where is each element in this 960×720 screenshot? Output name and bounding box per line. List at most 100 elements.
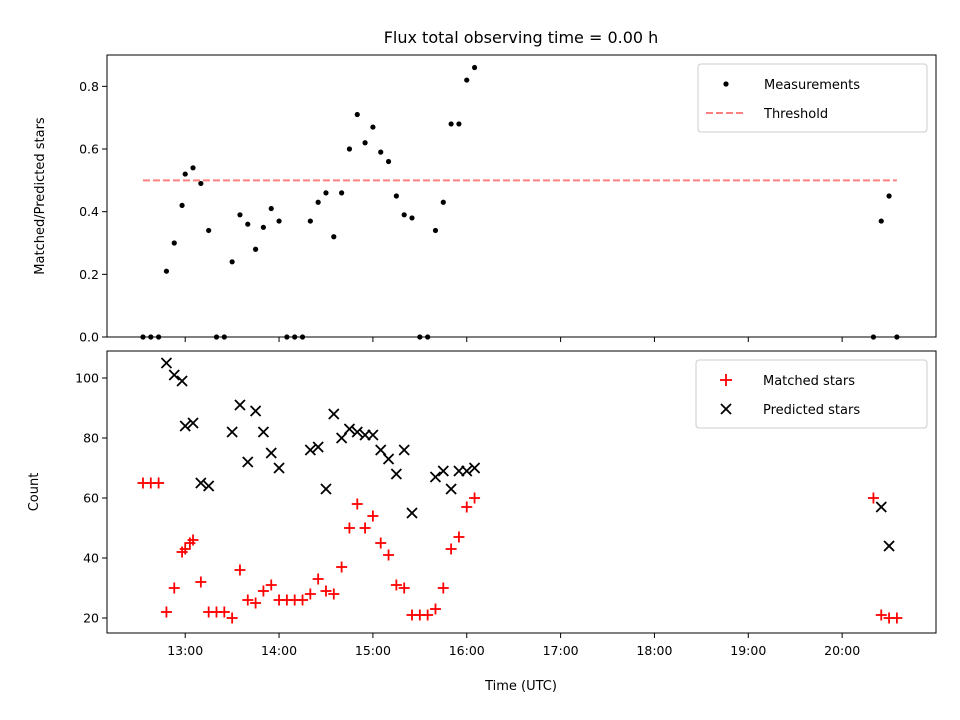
predicted-stars-point: [187, 417, 199, 429]
predicted-stars-point: [328, 408, 340, 420]
measurements-point: [276, 218, 282, 224]
matched-stars-point: [461, 501, 473, 513]
matched-stars-point: [453, 531, 465, 543]
top-x-ticks: [184, 337, 843, 342]
matched-stars-point: [398, 582, 410, 594]
measurements-point: [190, 165, 196, 171]
matched-stars-point: [383, 549, 395, 561]
x-tick-label: 13:00: [167, 643, 203, 658]
measurements-point: [229, 259, 235, 265]
bottom-x-ticks: 13:00 14:00 15:00 16:00 17:00 18:00 19:00 20:00: [167, 633, 860, 658]
measurements-point: [315, 199, 321, 205]
predicted-stars-point: [203, 480, 215, 492]
measurements-point: [221, 334, 227, 340]
measurements-point: [179, 202, 185, 208]
measurements-point: [471, 64, 478, 71]
matched-stars-point: [875, 609, 887, 621]
measurements-point: [464, 77, 470, 83]
measurements-point: [346, 146, 353, 152]
matched-stars-point: [367, 510, 379, 522]
matched-stars-point: [195, 576, 207, 588]
bottom-y-tick-label: 100: [75, 371, 99, 386]
matched-stars-point: [234, 564, 246, 576]
predicted-stars-point: [304, 444, 316, 456]
matched-stars-point: [445, 543, 457, 555]
predicted-stars-point: [234, 399, 246, 411]
x-tick-label: 20:00: [824, 643, 860, 658]
top-panel: 0.00.20.40.60.8 Matched/Predicted stars …: [33, 54, 937, 345]
matched-stars-point: [891, 612, 903, 624]
matched-stars-point: [437, 582, 449, 594]
measurements-point: [292, 334, 298, 340]
measurements-point: [299, 334, 306, 340]
legend-measurements-marker: [723, 81, 729, 87]
measurements-point: [252, 246, 259, 252]
matched-stars-point: [422, 609, 434, 621]
measurements-point: [432, 227, 439, 234]
legend-matched-label: Matched stars: [763, 374, 855, 389]
x-tick-label: 17:00: [543, 643, 579, 658]
top-marks: [140, 64, 900, 340]
matched-stars-point: [429, 603, 441, 615]
predicted-stars-point: [168, 369, 180, 381]
measurements-point: [163, 268, 170, 274]
measurements-point: [206, 227, 212, 234]
matched-stars-point: [168, 582, 180, 594]
predicted-stars-point: [335, 432, 348, 444]
matched-stars-point: [343, 522, 355, 534]
top-y-tick-label: 0.4: [79, 204, 99, 219]
measurements-point: [878, 218, 884, 224]
predicted-stars-point: [160, 357, 173, 369]
measurements-point: [362, 140, 368, 146]
predicted-stars-point: [242, 456, 254, 468]
measurements-point: [894, 334, 900, 340]
chart-title: Flux total observing time = 0.00 h: [384, 28, 659, 47]
measurements-point: [401, 212, 407, 218]
measurements-point: [171, 240, 177, 246]
matched-stars-point: [187, 534, 199, 546]
predicted-stars-point: [195, 477, 207, 489]
matched-stars-point: [351, 498, 363, 510]
measurements-point: [284, 334, 290, 340]
legend-predicted-marker: [720, 403, 732, 415]
predicted-stars-point: [320, 483, 332, 495]
legend-matched-marker: [720, 374, 732, 386]
top-plot-frame: [106, 54, 937, 338]
bottom-panel: 20 40 60 80 100 13:00 14:00 15:00 16:00 17:00 18:…: [27, 350, 937, 694]
bottom-plot-frame: [106, 350, 937, 634]
bottom-legend-box: [695, 359, 928, 429]
bottom-y-axis-label: Count: [27, 473, 42, 512]
top-y-ticks: 0.0 0.2 0.4 0.6 0.8: [79, 79, 107, 345]
x-tick-label: 16:00: [449, 643, 485, 658]
matched-stars-point: [250, 597, 262, 609]
x-tick-label: 14:00: [261, 643, 297, 658]
matched-stars-point: [153, 477, 165, 489]
measurements-point: [260, 224, 267, 230]
bottom-y-tick-label: 20: [83, 611, 99, 626]
x-tick-label: 19:00: [730, 643, 766, 658]
predicted-stars-point: [226, 426, 238, 438]
matched-stars-point: [469, 492, 481, 504]
measurements-point: [339, 190, 345, 196]
matched-stars-point: [304, 588, 316, 600]
measurements-point: [385, 158, 392, 165]
measurements-point: [198, 180, 204, 187]
measurements-point: [425, 334, 431, 340]
measurements-point: [213, 334, 220, 340]
x-axis-label: Time (UTC): [484, 679, 557, 694]
measurements-point: [370, 124, 376, 130]
predicted-stars-point: [468, 462, 481, 474]
legend-predicted-label: Predicted stars: [763, 403, 860, 418]
top-y-tick-label: 0.0: [79, 330, 99, 345]
predicted-stars-point: [445, 483, 457, 495]
predicted-stars-point: [461, 465, 473, 477]
matched-stars-point: [257, 585, 269, 597]
matched-stars-point: [375, 537, 387, 549]
bottom-y-tick-label: 40: [83, 551, 99, 566]
measurements-point: [331, 234, 337, 240]
predicted-stars-point: [375, 444, 387, 456]
legend-measurements-label: Measurements: [764, 78, 860, 93]
bottom-legend: Matched stars Predicted stars: [695, 359, 928, 429]
predicted-stars-point: [265, 447, 277, 459]
